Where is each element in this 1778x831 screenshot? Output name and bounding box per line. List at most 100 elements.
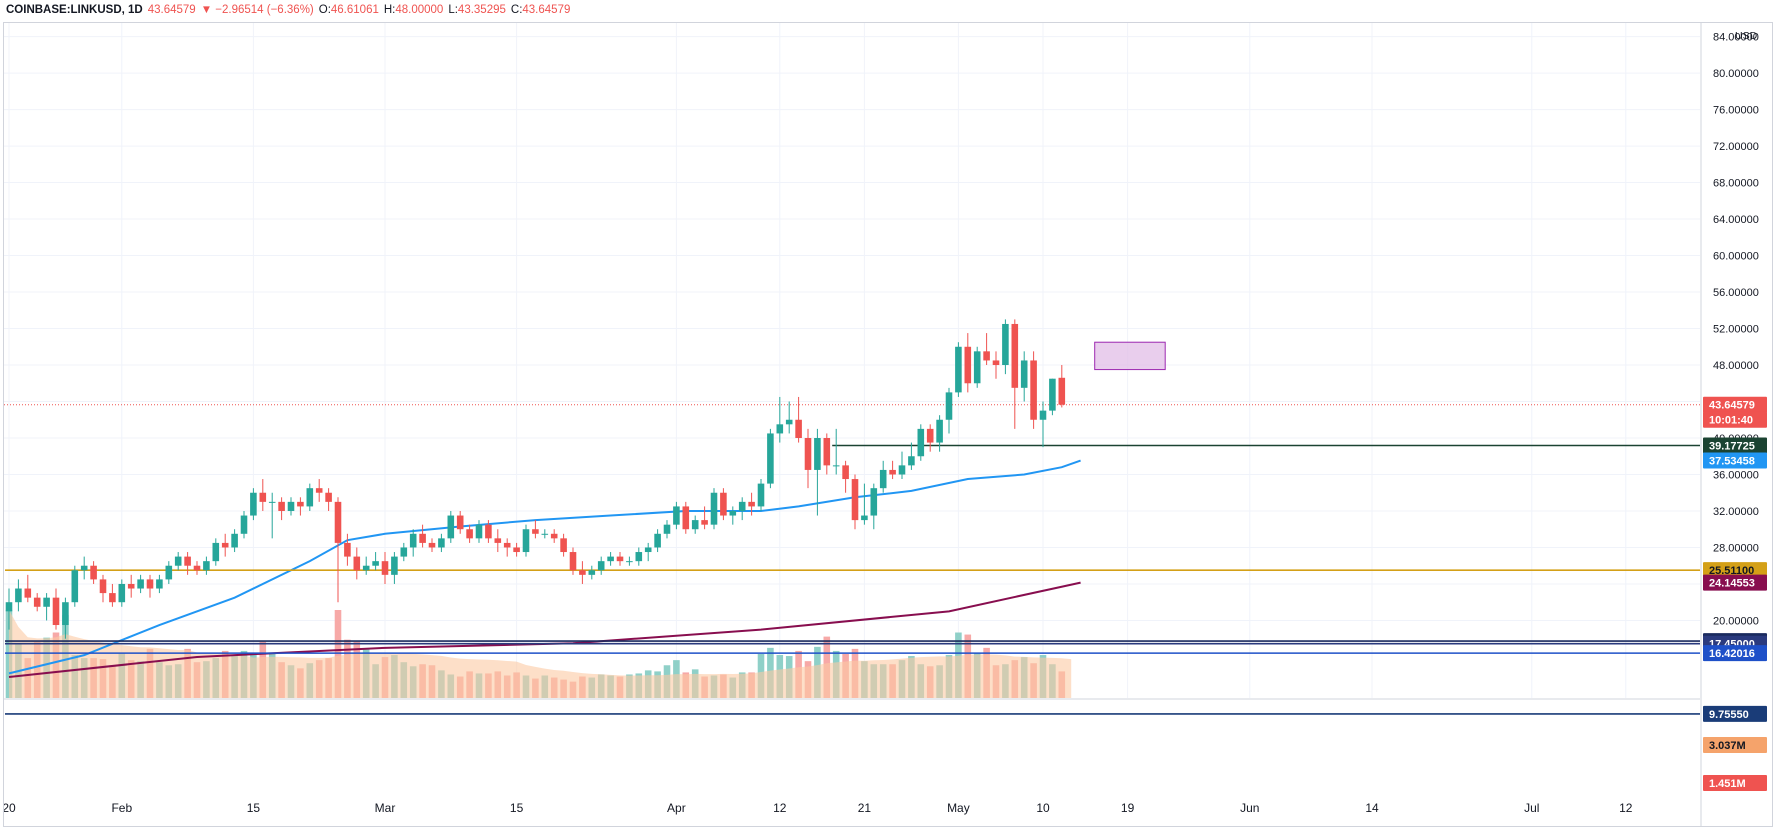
candle-body <box>466 529 473 539</box>
last-price-label: 43.64579 <box>147 4 196 16</box>
candle-body <box>1049 378 1056 411</box>
candle-body <box>785 419 793 425</box>
candle-body <box>691 520 699 530</box>
candle-body <box>503 542 511 548</box>
candles <box>5 319 1066 639</box>
sma200-badge-bg <box>1703 574 1767 591</box>
low-value: 43.35295 <box>457 4 506 16</box>
sma200-badge: 24.14553 <box>1709 578 1755 590</box>
candle-body <box>870 488 878 516</box>
volume-badge-bg <box>1703 775 1767 791</box>
candle-body <box>212 542 220 562</box>
time-tick-label: May <box>947 801 970 815</box>
candle-body <box>344 542 351 557</box>
candle-body <box>973 351 981 384</box>
symbol-label[interactable]: COINBASE:LINKUSD, 1D <box>6 4 143 16</box>
time-tick-label: 19 <box>1121 801 1135 815</box>
candle-body <box>776 424 784 434</box>
time-tick-label: Jun <box>1240 801 1259 815</box>
candle-body <box>494 538 502 543</box>
chart-header: COINBASE:LINKUSD, 1D 43.64579 ▼ −2.96514… <box>6 2 570 18</box>
candle-body <box>541 533 549 535</box>
candle-body <box>90 565 97 580</box>
candle-body <box>287 501 295 511</box>
candle-body <box>757 483 765 507</box>
candle-body <box>767 433 774 484</box>
price-tick-label: 72.00000 <box>1713 141 1759 153</box>
candle-body <box>644 547 652 553</box>
candle-body <box>52 597 60 626</box>
volume-ma-badge: 3.037M <box>1709 740 1746 752</box>
candle-body <box>1020 360 1028 388</box>
candle-body <box>945 392 953 420</box>
candle-body <box>381 561 389 575</box>
currency-label[interactable]: USD <box>1735 30 1758 42</box>
sma50-line <box>8 459 1081 675</box>
candle-body <box>146 579 154 589</box>
candle-body <box>250 492 257 516</box>
candle-body <box>193 565 201 571</box>
candle-body <box>738 501 746 511</box>
candle-body <box>1058 377 1066 405</box>
time-tick-label: 10 <box>1036 801 1050 815</box>
candle-body <box>184 556 191 566</box>
price-tick-label: 56.00000 <box>1713 287 1759 299</box>
candle-body <box>33 597 41 607</box>
close-label: C: <box>510 4 523 16</box>
candle-body <box>447 515 455 539</box>
candle-body <box>1011 323 1019 388</box>
price-tick-label: 68.00000 <box>1713 178 1759 190</box>
candle-body <box>156 579 163 589</box>
price-tick-label: 76.00000 <box>1713 105 1759 117</box>
candle-body <box>240 515 248 534</box>
candle-body <box>908 456 915 466</box>
level-navy-3-badge: 9.75550 <box>1709 709 1749 721</box>
grid <box>4 22 1700 698</box>
candle-body <box>334 501 342 543</box>
candle-body <box>588 570 596 575</box>
candle-body <box>306 488 314 507</box>
candle-body <box>701 520 708 525</box>
candle-body <box>654 533 661 548</box>
volume-ma-badge-bg <box>1703 737 1767 753</box>
candle-body <box>438 538 445 548</box>
sma50-badge: 37.53458 <box>1709 455 1755 467</box>
time-tick-label: Mar <box>375 801 396 815</box>
candle-body <box>127 583 135 589</box>
candle-body <box>362 565 370 571</box>
time-tick-label: 20 <box>2 801 16 815</box>
candle-body <box>278 501 285 511</box>
time-tick-label: Feb <box>111 801 132 815</box>
candle-body <box>992 360 1000 366</box>
candle-body <box>137 579 144 589</box>
candle-body <box>391 556 398 575</box>
candle-body <box>673 506 680 525</box>
time-tick-label: Jul <box>1524 801 1539 815</box>
target-zone[interactable] <box>1094 341 1166 371</box>
candle-body <box>268 501 276 503</box>
candle-body <box>983 351 990 361</box>
candle-body <box>889 469 896 475</box>
level-navy-3-badge-bg <box>1703 705 1767 722</box>
time-axis[interactable]: 20 Feb 15 Mar 15 Apr 12 21 May 10 19 Jun 14 Jul 12 <box>2 698 1700 815</box>
candle-body <box>315 488 323 493</box>
horizontal-levels[interactable] <box>4 404 1700 715</box>
countdown-badge-bg <box>1703 411 1767 428</box>
candle-body <box>917 428 925 457</box>
candle-body <box>1002 323 1009 366</box>
price-badges: 43.6457910:01:4039.1772525.5110017.74000… <box>1703 396 1767 791</box>
target-zone-box[interactable] <box>1094 341 1166 371</box>
candle-body <box>1039 410 1047 420</box>
candle-body <box>174 556 182 566</box>
candle-body <box>475 524 483 539</box>
candle-body <box>99 579 107 594</box>
time-tick-label: 14 <box>1365 801 1379 815</box>
resistance-level-green-badge-bg <box>1703 437 1767 454</box>
support-level-gold-badge-bg <box>1703 562 1767 579</box>
candle-body <box>682 506 690 530</box>
candle-body <box>419 533 426 543</box>
time-tick-label: 21 <box>858 801 872 815</box>
high-label: H: <box>383 4 396 16</box>
price-tick-label: 32.00000 <box>1713 506 1759 518</box>
